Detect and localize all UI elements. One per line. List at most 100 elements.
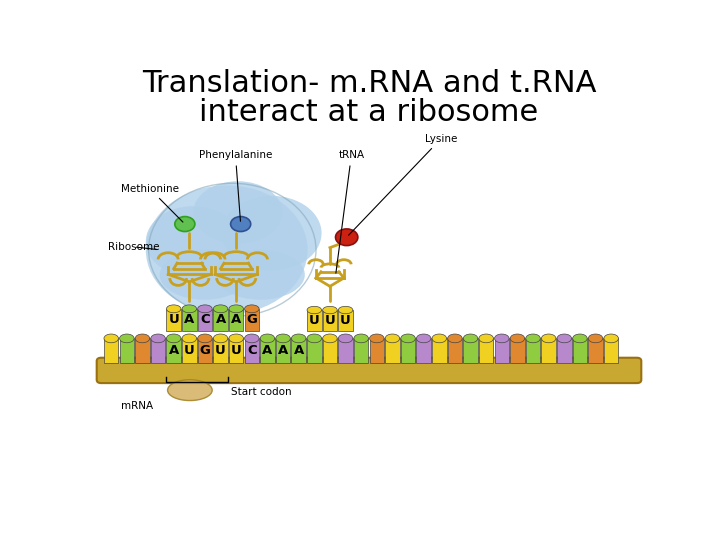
Ellipse shape — [463, 334, 478, 343]
Ellipse shape — [120, 334, 134, 343]
FancyBboxPatch shape — [323, 339, 337, 363]
Ellipse shape — [245, 334, 259, 343]
Ellipse shape — [245, 305, 259, 313]
Ellipse shape — [198, 305, 212, 313]
FancyBboxPatch shape — [479, 339, 493, 363]
FancyBboxPatch shape — [182, 309, 197, 330]
Ellipse shape — [150, 334, 166, 343]
Ellipse shape — [401, 334, 415, 343]
Text: Ribosome: Ribosome — [108, 242, 159, 252]
Ellipse shape — [182, 334, 197, 343]
Text: U: U — [168, 313, 179, 326]
FancyBboxPatch shape — [135, 339, 150, 363]
FancyBboxPatch shape — [245, 309, 259, 330]
FancyBboxPatch shape — [432, 339, 446, 363]
Ellipse shape — [557, 334, 572, 343]
FancyBboxPatch shape — [276, 339, 290, 363]
Text: U: U — [215, 344, 226, 357]
FancyBboxPatch shape — [307, 339, 322, 363]
FancyBboxPatch shape — [166, 309, 181, 330]
Text: Lysine: Lysine — [348, 134, 457, 235]
FancyBboxPatch shape — [150, 339, 166, 363]
Ellipse shape — [572, 334, 588, 343]
Text: Translation- m.RNA and t.RNA: Translation- m.RNA and t.RNA — [142, 69, 596, 98]
Text: U: U — [231, 344, 242, 357]
Ellipse shape — [541, 334, 556, 343]
FancyBboxPatch shape — [229, 339, 243, 363]
Ellipse shape — [104, 334, 119, 343]
Ellipse shape — [526, 334, 540, 343]
FancyBboxPatch shape — [541, 339, 556, 363]
Ellipse shape — [213, 305, 228, 313]
Ellipse shape — [145, 206, 240, 277]
FancyBboxPatch shape — [307, 310, 322, 330]
Ellipse shape — [323, 334, 337, 343]
Text: G: G — [246, 313, 257, 326]
FancyBboxPatch shape — [354, 339, 369, 363]
FancyBboxPatch shape — [213, 309, 228, 330]
Ellipse shape — [193, 181, 282, 244]
Ellipse shape — [166, 334, 181, 343]
Ellipse shape — [145, 185, 307, 314]
Ellipse shape — [495, 334, 509, 343]
FancyBboxPatch shape — [526, 339, 540, 363]
Ellipse shape — [166, 305, 181, 313]
Ellipse shape — [604, 334, 618, 343]
Text: Start codon: Start codon — [230, 387, 292, 397]
FancyBboxPatch shape — [557, 339, 572, 363]
Text: A: A — [184, 313, 194, 326]
Ellipse shape — [448, 334, 462, 343]
FancyBboxPatch shape — [96, 357, 642, 383]
Text: A: A — [215, 313, 225, 326]
Ellipse shape — [338, 306, 353, 314]
Ellipse shape — [338, 334, 353, 343]
Ellipse shape — [182, 305, 197, 313]
FancyBboxPatch shape — [104, 339, 119, 363]
FancyBboxPatch shape — [401, 339, 415, 363]
Ellipse shape — [385, 334, 400, 343]
FancyBboxPatch shape — [198, 309, 212, 330]
FancyBboxPatch shape — [448, 339, 462, 363]
FancyBboxPatch shape — [495, 339, 509, 363]
Text: A: A — [294, 344, 304, 357]
Circle shape — [175, 217, 195, 232]
Text: A: A — [262, 344, 273, 357]
FancyBboxPatch shape — [166, 339, 181, 363]
FancyBboxPatch shape — [260, 339, 275, 363]
FancyBboxPatch shape — [292, 339, 306, 363]
FancyBboxPatch shape — [604, 339, 618, 363]
Text: A: A — [231, 313, 241, 326]
Ellipse shape — [432, 334, 446, 343]
FancyBboxPatch shape — [229, 309, 243, 330]
Ellipse shape — [323, 306, 337, 314]
Ellipse shape — [229, 334, 243, 343]
Ellipse shape — [510, 334, 525, 343]
Text: Methionine: Methionine — [121, 184, 183, 222]
FancyBboxPatch shape — [323, 310, 337, 330]
Ellipse shape — [135, 334, 150, 343]
Ellipse shape — [307, 306, 322, 314]
Ellipse shape — [213, 334, 228, 343]
Text: tRNA: tRNA — [336, 150, 364, 273]
Text: interact at a ribosome: interact at a ribosome — [199, 98, 539, 127]
Circle shape — [230, 217, 251, 232]
Text: U: U — [340, 314, 351, 327]
Text: A: A — [278, 344, 288, 357]
FancyBboxPatch shape — [198, 339, 212, 363]
Text: A: A — [168, 344, 179, 357]
Ellipse shape — [369, 334, 384, 343]
FancyBboxPatch shape — [385, 339, 400, 363]
Ellipse shape — [168, 380, 212, 401]
Ellipse shape — [354, 334, 369, 343]
Ellipse shape — [221, 196, 322, 271]
Text: U: U — [325, 314, 336, 327]
FancyBboxPatch shape — [510, 339, 525, 363]
Text: C: C — [200, 313, 210, 326]
Ellipse shape — [215, 250, 305, 300]
Ellipse shape — [292, 334, 306, 343]
Ellipse shape — [198, 334, 212, 343]
Ellipse shape — [588, 334, 603, 343]
Ellipse shape — [160, 250, 249, 300]
FancyBboxPatch shape — [213, 339, 228, 363]
Ellipse shape — [260, 334, 275, 343]
